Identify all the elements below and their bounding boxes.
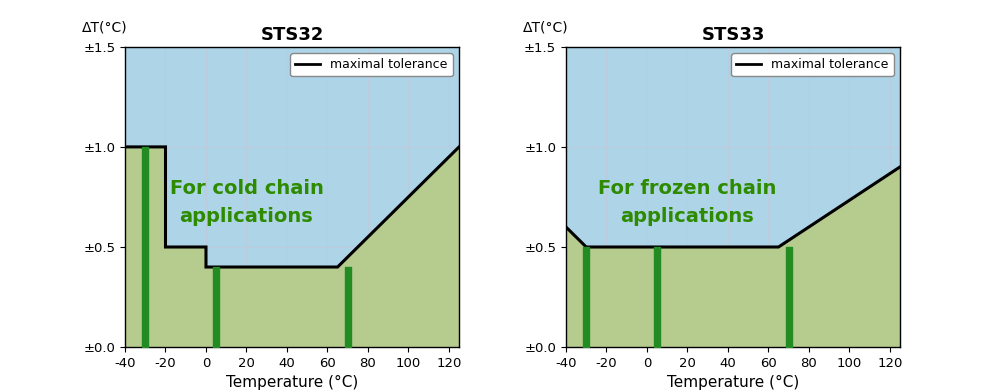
Legend: maximal tolerance: maximal tolerance [290,53,453,76]
Text: For frozen chain
applications: For frozen chain applications [598,179,777,227]
Title: STS32: STS32 [260,26,324,44]
Text: For cold chain
applications: For cold chain applications [170,179,323,227]
Text: ΔT(°C): ΔT(°C) [523,21,568,35]
Polygon shape [566,167,900,347]
Title: STS33: STS33 [701,26,765,44]
Text: ΔT(°C): ΔT(°C) [82,21,127,35]
X-axis label: Temperature (°C): Temperature (°C) [226,376,358,390]
Polygon shape [125,147,459,347]
X-axis label: Temperature (°C): Temperature (°C) [667,376,799,390]
Legend: maximal tolerance: maximal tolerance [731,53,894,76]
